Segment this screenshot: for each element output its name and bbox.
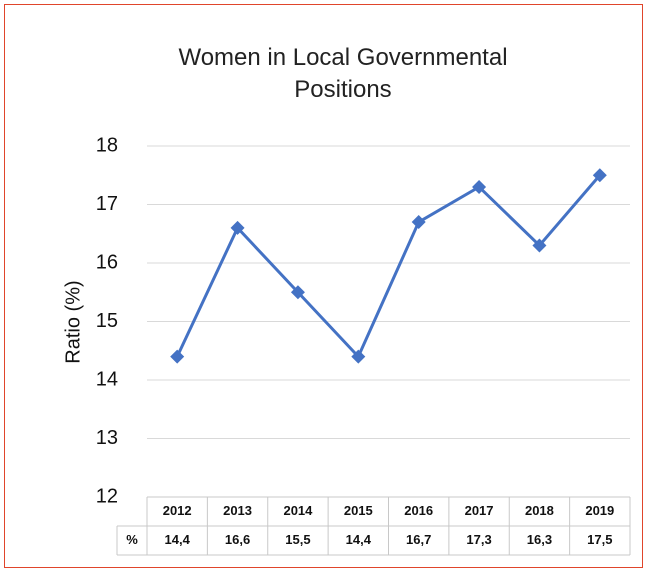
y-tick-label: 14: [96, 368, 118, 390]
marker: [472, 179, 487, 194]
marker: [170, 349, 185, 364]
marker: [230, 220, 245, 235]
x-tick-label: 2016: [404, 503, 433, 518]
x-tick-label: 2019: [585, 503, 614, 518]
table-value: 14,4: [165, 532, 191, 547]
marker: [592, 168, 607, 183]
y-tick-label: 13: [96, 427, 118, 449]
table-value: 17,3: [466, 532, 491, 547]
y-tick-label: 16: [96, 251, 118, 273]
marker: [532, 238, 547, 253]
x-tick-label: 2015: [344, 503, 373, 518]
x-tick-label: 2013: [223, 503, 252, 518]
marker: [290, 285, 305, 300]
chart-title: Women in Local Governmental Positions: [178, 44, 508, 103]
y-tick-label: 18: [96, 134, 118, 156]
marker: [411, 215, 426, 230]
y-tick-label: 17: [96, 193, 118, 215]
x-tick-label: 2017: [465, 503, 494, 518]
x-tick-label: 2014: [283, 503, 313, 518]
legend-label: %: [126, 532, 138, 547]
x-tick-label: 2018: [525, 503, 554, 518]
marker: [351, 349, 366, 364]
table-value: 16,3: [527, 532, 552, 547]
frame: [4, 4, 643, 568]
y-axis-label: Ratio (%): [62, 280, 84, 363]
y-tick-label: 15: [96, 310, 118, 332]
table-value: 15,5: [285, 532, 310, 547]
table-value: 17,5: [587, 532, 612, 547]
line: [175, 174, 601, 360]
table-value: 16,6: [225, 532, 250, 547]
table-value: 14,4: [346, 532, 372, 547]
y-tick-label: 12: [96, 485, 118, 507]
table-value: 16,7: [406, 532, 431, 547]
x-tick-label: 2012: [163, 503, 192, 518]
